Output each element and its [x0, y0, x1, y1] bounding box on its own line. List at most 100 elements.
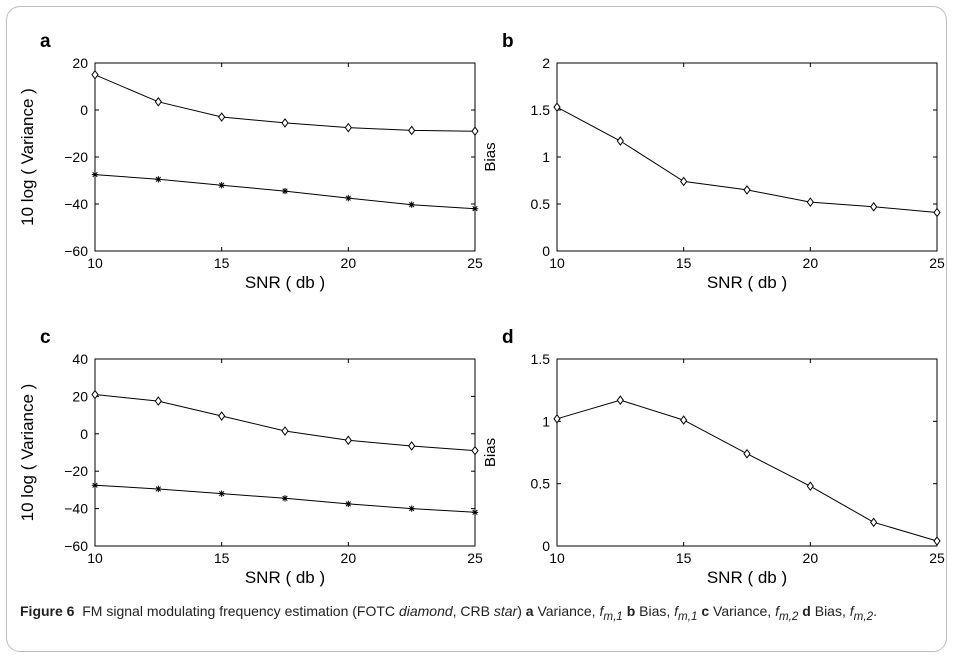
data-point-diamond	[154, 96, 162, 107]
data-point-star	[471, 205, 479, 212]
y-tick-label: 40	[72, 351, 88, 367]
data-point-diamond	[408, 125, 416, 136]
data-point-diamond	[553, 102, 561, 113]
data-point-diamond	[553, 414, 561, 424]
caption-a-text: Variance,	[533, 603, 600, 619]
plot-area-frame	[556, 62, 938, 252]
y-tick-label: 0	[80, 426, 88, 442]
y-tick-label: 20	[72, 388, 88, 404]
data-point-diamond	[91, 69, 99, 80]
x-tick-label: 25	[929, 550, 945, 566]
caption-diamond-word: diamond	[398, 603, 453, 619]
series-line-fotc	[556, 399, 938, 542]
caption-panel-d: d	[802, 603, 811, 619]
data-point-star	[281, 495, 289, 502]
data-point-diamond	[743, 448, 751, 459]
y-tick-label: −60	[64, 243, 88, 259]
caption-c-text: Variance,	[709, 603, 776, 619]
caption-f-symbol-a: f	[599, 603, 604, 619]
y-axis-label: Bias	[482, 142, 499, 171]
x-tick-label: 10	[549, 550, 565, 566]
x-tick-label: 15	[676, 550, 692, 566]
chart-panel-c: 10 15 20 25 −60 −40 −20 0 20 40 SNR ( db ) 10 log (…	[18, 327, 483, 587]
y-tick-label: −40	[64, 196, 88, 212]
y-tick-label: 0	[542, 243, 550, 259]
x-tick-label: 25	[467, 550, 483, 566]
caption-figure-label: Figure 6	[20, 603, 75, 619]
data-point-diamond	[806, 197, 814, 207]
data-point-star	[91, 171, 99, 178]
data-point-diamond	[154, 396, 162, 406]
x-tick-label: 20	[341, 255, 357, 271]
caption-d-text: Bias,	[810, 603, 850, 619]
data-point-diamond	[471, 445, 479, 456]
y-tick-label: −20	[64, 149, 88, 165]
caption-text-2: , CRB	[452, 603, 494, 619]
caption-f-symbol-c: f	[775, 603, 779, 619]
data-point-star	[91, 482, 99, 489]
data-point-diamond	[408, 441, 416, 451]
y-tick-label: 2	[542, 55, 550, 71]
caption-f-symbol-b: f	[674, 603, 679, 619]
caption-text-1: FM signal modulating frequency estimatio…	[82, 603, 399, 619]
y-tick-label: 20	[72, 55, 88, 71]
caption-sub-a: m,1	[603, 609, 623, 623]
data-point-star	[471, 509, 479, 516]
y-tick-label: 0.5	[531, 476, 551, 492]
x-tick-label: 10	[87, 255, 103, 271]
figure-frame	[6, 6, 947, 652]
data-point-diamond	[933, 207, 941, 218]
y-axis-label: Bias	[482, 438, 499, 467]
caption-panel-c: c	[701, 603, 710, 619]
caption-b-text: Bias,	[635, 603, 675, 619]
x-tick-label: 20	[803, 255, 819, 271]
x-tick-label: 25	[929, 255, 945, 271]
plot-area-frame	[556, 358, 938, 547]
y-axis-label: 10 log ( Variance )	[18, 88, 37, 226]
x-axis-label: SNR ( db )	[245, 273, 325, 292]
data-point-diamond	[806, 481, 814, 491]
data-point-diamond	[680, 415, 688, 425]
caption-sub-b: m,1	[678, 609, 698, 623]
data-point-diamond	[616, 395, 624, 405]
series-line-fotc	[94, 394, 476, 452]
y-tick-label: 1	[542, 149, 550, 165]
data-point-diamond	[870, 517, 878, 528]
caption-star-word: star	[493, 603, 518, 619]
data-point-star	[155, 485, 162, 493]
chart-panel-b: 10 15 20 25 0 0.5 1 1.5 2 SNR ( db ) Bias b	[482, 31, 945, 292]
data-point-star	[408, 201, 415, 208]
data-point-star	[345, 194, 352, 202]
y-tick-label: −20	[64, 463, 88, 479]
x-tick-label: 15	[214, 255, 230, 271]
y-tick-label: −40	[64, 501, 88, 517]
caption-text-3: )	[517, 603, 526, 619]
x-tick-label: 15	[214, 550, 230, 566]
x-tick-label: 10	[87, 550, 103, 566]
panel-letter: c	[40, 327, 51, 348]
y-tick-label: 0	[542, 538, 550, 554]
panel-letter: d	[502, 327, 514, 348]
data-point-star	[281, 187, 289, 195]
caption-sub-c: m,2	[778, 609, 799, 623]
y-tick-label: 1.5	[531, 102, 551, 118]
y-tick-label: −60	[64, 538, 88, 554]
x-tick-label: 20	[803, 550, 819, 566]
caption-end: .	[873, 603, 877, 619]
data-point-diamond	[743, 185, 751, 195]
data-point-diamond	[933, 536, 941, 546]
data-point-diamond	[344, 435, 352, 446]
data-point-diamond	[344, 122, 352, 133]
x-axis-label: SNR ( db )	[707, 273, 787, 292]
data-point-diamond	[616, 136, 624, 146]
series-line-fotc	[556, 106, 938, 213]
chart-panel-d: 10 15 20 25 0 0.5 1 1.5 SNR ( db ) Bias d	[482, 327, 945, 587]
caption-panel-b: b	[626, 603, 636, 619]
figure-caption: Figure 6 FM signal modulating frequency …	[20, 601, 935, 627]
data-point-diamond	[218, 112, 226, 122]
y-tick-label: 0.5	[531, 196, 551, 212]
data-point-star	[408, 505, 415, 512]
x-axis-label: SNR ( db )	[707, 568, 787, 587]
data-point-diamond	[91, 389, 99, 400]
